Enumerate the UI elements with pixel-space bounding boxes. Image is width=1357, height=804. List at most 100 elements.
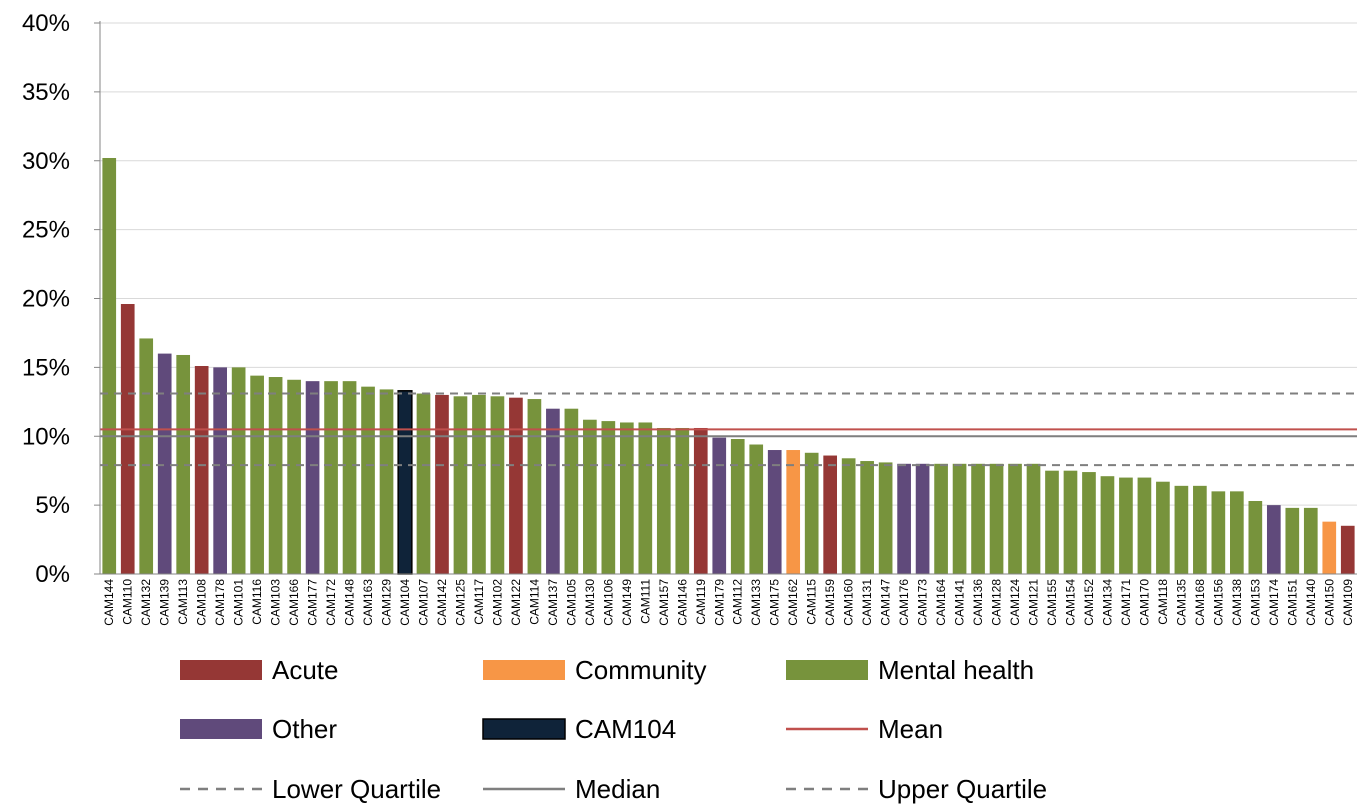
x-tick-label: CAM135 [1174,579,1188,626]
x-tick-label: CAM121 [1027,579,1041,626]
legend-swatch-acute [180,660,262,680]
bar-cam109 [1340,525,1355,574]
bar-cam152 [1082,472,1096,574]
bar-cam141 [952,463,967,574]
x-tick-label: CAM140 [1304,579,1318,626]
bar-cam139 [157,353,172,574]
x-tick-label: CAM179 [712,579,726,626]
x-tick-label: CAM175 [768,579,782,626]
legend-label-mental-health: Mental health [878,655,1034,685]
bar-cam116 [250,375,264,574]
bar-cam168 [1193,485,1207,574]
bar-cam177 [305,381,320,574]
bar-cam138 [1230,491,1244,574]
legend-label-upper-quartile: Upper Quartile [878,774,1047,804]
bar-cam166 [287,379,301,574]
legend-label-other: Other [272,714,337,744]
bar-cam124 [1008,463,1022,574]
bar-cam176 [897,463,911,574]
bar-cam150 [1322,521,1337,574]
x-tick-label: CAM163 [361,579,375,626]
x-tick-label: CAM119 [694,579,708,625]
bar-cam112 [730,439,745,574]
x-tick-label: CAM117 [472,579,486,625]
x-tick-label: CAM177 [306,579,320,626]
bar-cam179 [712,437,727,574]
x-tick-label: CAM178 [213,579,227,626]
bar-cam119 [693,427,708,574]
x-tick-label: CAM157 [657,579,671,626]
bar-cam172 [324,381,338,574]
x-tick-label: CAM114 [527,579,541,625]
bar-cam122 [509,397,523,574]
x-tick-label: CAM107 [416,579,430,626]
x-tick-label: CAM105 [564,579,578,626]
x-tick-label: CAM124 [1008,579,1022,626]
bar-cam110 [120,304,135,574]
bar-cam156 [1211,491,1226,574]
legend-label-median: Median [575,774,660,804]
bar-cam118 [1156,481,1170,574]
x-tick-label: CAM103 [269,579,283,626]
x-tick-label: CAM156 [1211,579,1225,626]
bar-cam157 [656,427,671,574]
y-tick-label: 40% [22,10,70,37]
bar-cam137 [546,408,560,574]
bar-cam128 [989,463,1004,574]
x-tick-label: CAM111 [638,579,652,624]
reference-lines [100,392,1357,467]
x-tick-label: CAM118 [1156,579,1170,625]
x-tick-label: CAM106 [601,579,615,626]
bars [102,157,1355,575]
x-tick-label: CAM171 [1119,579,1133,626]
x-tick-label: CAM104 [398,579,412,626]
x-tick-label: CAM142 [435,579,449,626]
bar-cam173 [915,463,930,574]
bar-cam136 [971,463,985,574]
bar-cam144 [102,157,117,574]
bar-cam113 [176,354,191,574]
bar-cam162 [786,450,801,574]
legend: Acute Community Mental health Other CAM104 Me… [180,655,1047,804]
bar-cam174 [1266,505,1281,574]
bar-cam164 [934,463,948,574]
x-tick-label: CAM155 [1045,579,1059,626]
x-tick-label: CAM130 [583,579,597,626]
bar-cam117 [472,394,486,574]
bar-cam135 [1174,485,1189,574]
y-axis-ticks: 0% 5% 10% 15% 20% 25% 30% 35% 40% [22,10,100,588]
bar-cam159 [823,455,838,574]
bar-cam132 [139,338,154,574]
legend-swatch-mental-health [786,660,868,680]
bar-cam115 [804,452,819,574]
x-tick-label: CAM174 [1267,579,1281,626]
bar-cam170 [1137,477,1152,574]
x-tick-label: CAM139 [158,579,172,626]
x-tick-label: CAM144 [102,579,116,626]
legend-swatch-cam104 [482,718,566,740]
x-tick-label: CAM141 [953,579,967,626]
x-tick-label: CAM132 [139,579,153,626]
bar-cam140 [1303,507,1318,574]
legend-label-community: Community [575,655,706,685]
x-tick-label: CAM125 [453,579,467,626]
x-tick-label: CAM173 [916,579,930,626]
bar-cam114 [527,399,542,574]
x-tick-label: CAM148 [343,579,357,626]
legend-label-acute: Acute [272,655,339,685]
bar-cam154 [1063,470,1078,574]
bar-cam151 [1285,507,1300,574]
x-tick-label: CAM138 [1230,579,1244,626]
x-tick-label: CAM159 [823,579,837,626]
bar-cam134 [1100,476,1115,574]
bar-cam101 [231,367,246,574]
x-tick-label: CAM131 [860,579,874,626]
y-tick-label: 30% [22,148,70,175]
x-tick-label: CAM149 [620,579,634,626]
bar-cam103 [268,377,283,574]
bar-cam111 [638,422,653,574]
bar-cam155 [1045,470,1059,574]
x-tick-label: CAM122 [509,579,523,626]
bar-cam102 [490,396,505,574]
bar-cam107 [416,393,431,574]
